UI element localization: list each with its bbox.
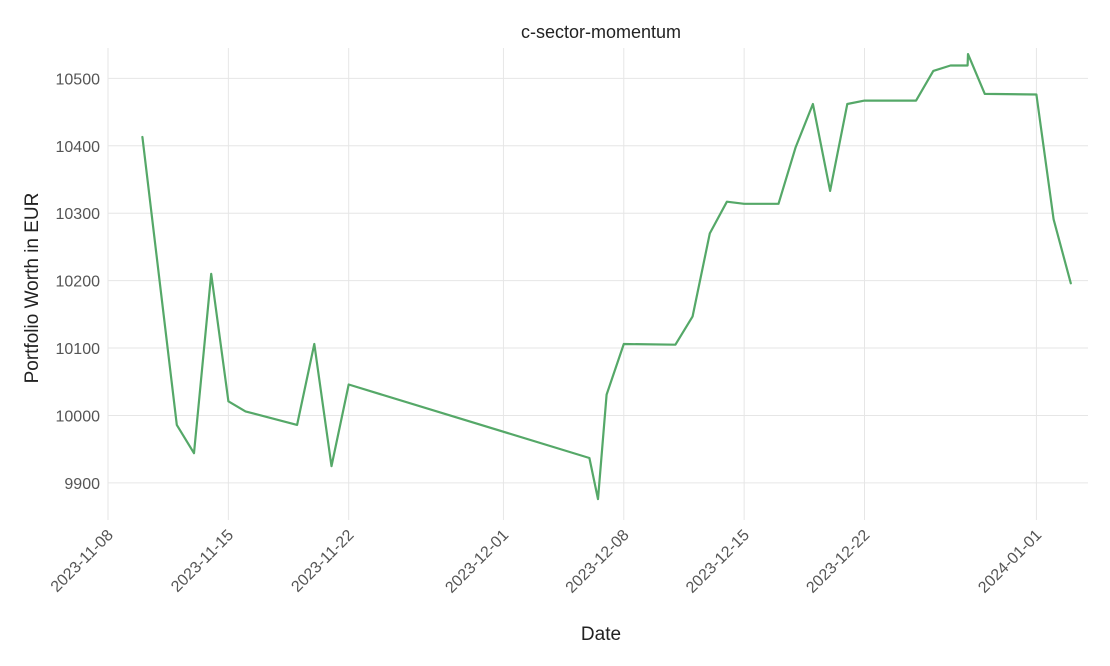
chart-title: c-sector-momentum <box>521 22 681 42</box>
x-tick-label: 2023-12-22 <box>803 527 873 597</box>
x-tick-labels: 2023-11-08 2023-11-15 2023-11-22 2023-12-01… <box>48 527 1046 597</box>
x-axis-label: Date <box>581 624 621 645</box>
x-tick-label: 2023-12-08 <box>563 527 633 597</box>
x-tick-label: 2023-11-08 <box>48 527 117 596</box>
y-tick-label: 10500 <box>56 71 101 88</box>
x-tick-label: 2023-11-22 <box>288 527 357 596</box>
series-line-portfolio-worth <box>141 53 1072 501</box>
x-tick-label: 2024-01-01 <box>975 527 1045 597</box>
x-tick-label: 2023-12-15 <box>683 527 753 597</box>
y-tick-label: 10200 <box>56 274 101 291</box>
x-tick-label: 2023-11-15 <box>168 527 237 596</box>
x-tick-label: 2023-12-01 <box>442 527 512 597</box>
x-gridlines <box>107 48 1037 520</box>
y-tick-label: 10000 <box>56 408 101 425</box>
y-tick-label: 10300 <box>56 206 101 223</box>
y-tick-label: 10100 <box>56 341 101 358</box>
y-axis-label: Portfolio Worth in EUR <box>22 193 43 384</box>
y-tick-label: 9900 <box>64 476 100 493</box>
y-tick-labels: 9900 10000 10100 10200 10300 10400 10500 <box>56 71 101 493</box>
y-gridlines <box>108 77 1088 484</box>
y-tick-label: 10400 <box>56 139 101 156</box>
